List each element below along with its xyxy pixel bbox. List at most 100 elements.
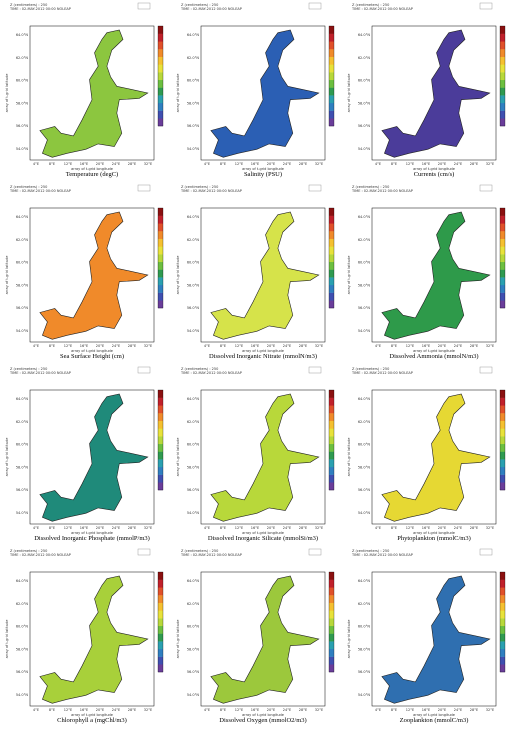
colorbar-segment xyxy=(158,261,163,270)
lon-tick-label: 28°E xyxy=(128,526,136,530)
colorbar-segment xyxy=(158,633,163,642)
colorbar-segment xyxy=(329,49,334,57)
lat-tick-label: 56.0°N xyxy=(358,306,371,310)
sea-area xyxy=(210,393,320,522)
lon-tick-label: 8°E xyxy=(391,708,397,712)
sea-area xyxy=(210,211,320,340)
x-axis-label: array of t-grid longitude xyxy=(71,349,113,353)
colorbar-segment xyxy=(158,49,163,57)
lat-tick-label: 62.0°N xyxy=(358,420,371,424)
lat-tick-label: 56.0°N xyxy=(16,488,29,492)
lon-tick-label: 24°E xyxy=(454,162,462,166)
header-time: TIME : 02-MAY-2012 00:00 NOLEAP xyxy=(180,553,242,557)
colorbar-segment xyxy=(158,246,163,255)
x-axis-label: array of t-grid longitude xyxy=(413,531,455,535)
logo xyxy=(479,184,493,192)
colorbar-segment xyxy=(500,436,505,445)
lon-tick-label: 32°E xyxy=(315,162,323,166)
x-axis-label: array of t-grid longitude xyxy=(242,349,284,353)
lat-tick-label: 58.0°N xyxy=(16,101,29,105)
lon-tick-label: 32°E xyxy=(486,526,494,530)
header-z: Z (centimeters) : 250 xyxy=(352,549,389,553)
y-axis-label: array of t-grid latitude xyxy=(5,74,9,113)
lat-tick-label: 54.0°N xyxy=(187,329,200,333)
colorbar-frame xyxy=(157,571,164,673)
lon-tick-label: 32°E xyxy=(144,526,152,530)
lon-tick-label: 28°E xyxy=(299,162,307,166)
y-axis-label: array of t-grid latitude xyxy=(347,256,351,295)
lat-tick-label: 54.0°N xyxy=(358,511,371,515)
colorbar-segment xyxy=(329,420,334,429)
caption: Dissolved Oxygen (mmolO2/m3) xyxy=(219,717,306,724)
logo xyxy=(479,2,493,10)
lon-tick-label: 20°E xyxy=(267,708,275,712)
lon-tick-label: 4°E xyxy=(375,344,381,348)
sea-area xyxy=(39,29,149,158)
lat-tick-label: 54.0°N xyxy=(358,329,371,333)
lon-tick-label: 28°E xyxy=(299,708,307,712)
lon-tick-label: 12°E xyxy=(235,708,243,712)
lat-tick-label: 58.0°N xyxy=(187,465,200,469)
colorbar-segment xyxy=(158,95,163,104)
header-z: Z (centimeters) : 250 xyxy=(352,367,389,371)
lon-tick-label: 20°E xyxy=(438,708,446,712)
lat-tick-label: 64.0°N xyxy=(16,33,29,37)
sea-area xyxy=(381,393,491,522)
colorbar-segment xyxy=(500,656,505,665)
lat-tick-label: 54.0°N xyxy=(16,147,29,151)
colorbar-segment xyxy=(500,56,505,65)
colorbar-segment xyxy=(329,641,334,650)
header-z: Z (centimeters) : 250 xyxy=(352,3,389,7)
colorbar-segment xyxy=(500,102,505,111)
colorbar-segment xyxy=(500,118,505,127)
lon-tick-label: 8°E xyxy=(220,162,226,166)
lat-tick-label: 62.0°N xyxy=(187,420,200,424)
lon-tick-label: 8°E xyxy=(391,344,397,348)
lon-tick-label: 4°E xyxy=(33,708,39,712)
colorbar-segment xyxy=(329,625,334,634)
colorbar-segment xyxy=(158,579,163,588)
colorbar-segment xyxy=(329,656,334,665)
colorbar-segment xyxy=(500,277,505,286)
colorbar-segment xyxy=(329,474,334,483)
header-time: TIME : 02-MAY-2012 00:00 NOLEAP xyxy=(351,189,413,193)
lon-tick-label: 16°E xyxy=(80,162,88,166)
colorbar-segment xyxy=(158,587,163,596)
caption: Currents (cm/s) xyxy=(414,171,455,178)
colorbar-segment xyxy=(500,269,505,278)
colorbar-segment xyxy=(500,390,505,398)
colorbar-frame xyxy=(328,389,335,491)
lat-tick-label: 60.0°N xyxy=(16,261,29,265)
colorbar-frame xyxy=(499,389,506,491)
x-axis-label: array of t-grid longitude xyxy=(71,713,113,717)
x-axis-label: array of t-grid longitude xyxy=(413,349,455,353)
header-time: TIME : 02-MAY-2012 00:00 NOLEAP xyxy=(351,371,413,375)
colorbar-segment xyxy=(329,466,334,475)
colorbar-segment xyxy=(500,648,505,657)
sea-area xyxy=(381,211,491,340)
header-time: TIME : 02-MAY-2012 00:00 NOLEAP xyxy=(9,553,71,557)
colorbar-segment xyxy=(500,451,505,460)
colorbar-segment xyxy=(500,633,505,642)
lon-tick-label: 12°E xyxy=(64,526,72,530)
colorbar-segment xyxy=(158,231,163,239)
lon-tick-label: 28°E xyxy=(128,162,136,166)
colorbar-segment xyxy=(329,610,334,619)
lon-tick-label: 20°E xyxy=(96,344,104,348)
colorbar-segment xyxy=(158,26,163,34)
lat-tick-label: 56.0°N xyxy=(187,306,200,310)
lon-tick-label: 8°E xyxy=(49,708,55,712)
lat-tick-label: 60.0°N xyxy=(16,625,29,629)
colorbar-segment xyxy=(329,443,334,452)
colorbar-segment xyxy=(500,215,505,224)
colorbar-segment xyxy=(500,641,505,650)
lon-tick-label: 28°E xyxy=(128,344,136,348)
lon-tick-label: 28°E xyxy=(470,708,478,712)
lon-tick-label: 24°E xyxy=(112,708,120,712)
lon-tick-label: 24°E xyxy=(454,344,462,348)
header-z: Z (centimeters) : 250 xyxy=(10,549,47,553)
